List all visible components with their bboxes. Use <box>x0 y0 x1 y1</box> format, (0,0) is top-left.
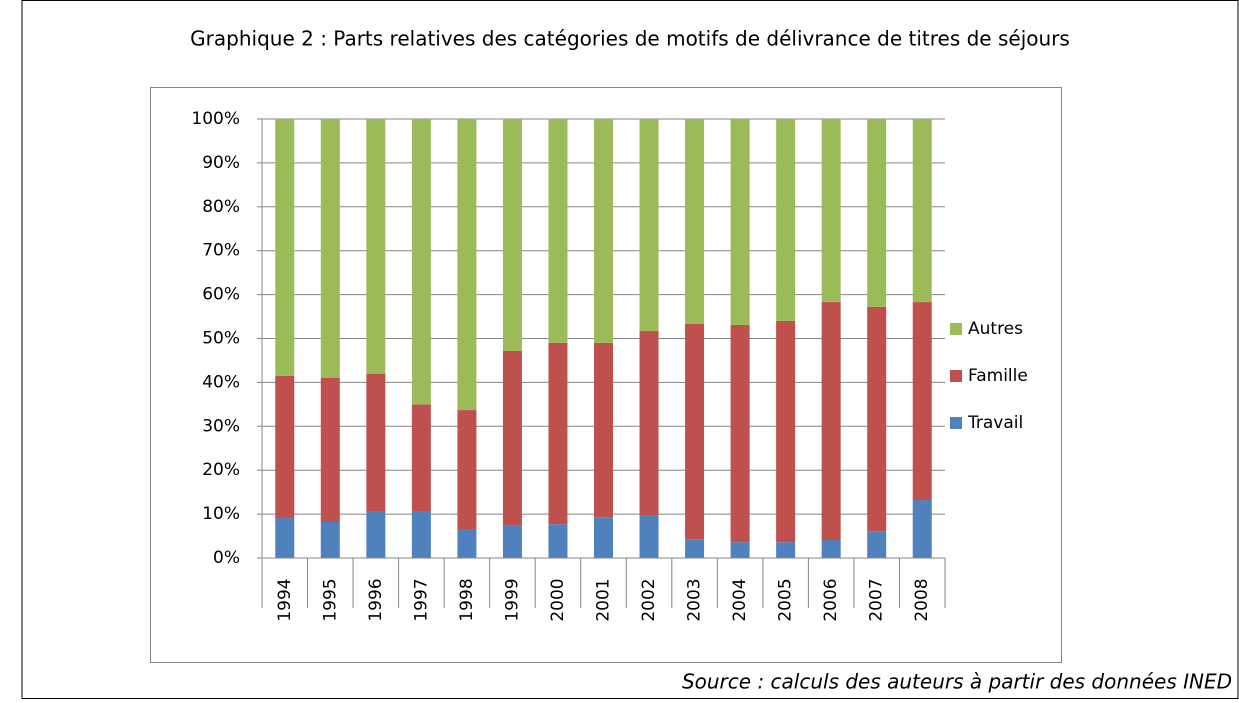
bar-segment <box>457 529 477 558</box>
x-tick-label: 1998 <box>457 578 477 621</box>
bar-segment <box>548 342 568 525</box>
bar-segment <box>457 410 477 530</box>
x-tick-label: 2007 <box>867 578 887 621</box>
x-tick-label: 2004 <box>730 578 750 621</box>
x-tick-label: 2005 <box>776 578 796 621</box>
bar-segment <box>366 511 386 558</box>
legend-label: Autres <box>968 319 1023 339</box>
bar-segment <box>366 119 386 374</box>
bar-segment <box>594 342 613 518</box>
bar-segment <box>730 119 750 325</box>
chart-title: Graphique 2 : Parts relatives des catégo… <box>190 27 1070 51</box>
bar-segment <box>639 331 659 516</box>
bar-segment <box>320 119 340 379</box>
x-tick-label: 2000 <box>548 578 568 621</box>
x-tick-label: 2001 <box>594 578 614 621</box>
bar-segment <box>639 119 659 332</box>
y-tick-label: 50% <box>202 329 240 349</box>
bar-segment <box>320 378 340 523</box>
bar-segment <box>457 119 477 411</box>
bar-segment <box>685 539 705 558</box>
bar-segment <box>867 306 887 532</box>
bar-segment <box>776 542 796 558</box>
bar-segment <box>821 119 841 303</box>
bar-segment <box>502 350 522 526</box>
bar-segment <box>548 119 568 343</box>
legend-swatch <box>950 370 962 382</box>
bar-segment <box>912 119 932 303</box>
legend-label: Famille <box>968 366 1028 386</box>
x-tick-label: 1999 <box>502 578 522 621</box>
bar-segment <box>912 302 932 501</box>
x-tick-label: 1997 <box>411 578 431 621</box>
legend-label: Travail <box>967 413 1023 433</box>
bar-segment <box>821 540 841 558</box>
bar-segment <box>776 119 796 321</box>
bar-segment <box>502 119 522 351</box>
bar-segment <box>730 542 750 558</box>
x-tick-label: 2006 <box>821 578 841 621</box>
y-tick-label: 80% <box>202 197 240 217</box>
bar-segment <box>366 373 386 512</box>
bar-segment <box>275 375 295 519</box>
bar-segment <box>685 324 705 540</box>
x-tick-label: 1995 <box>320 578 340 621</box>
y-tick-label: 100% <box>191 109 240 129</box>
y-tick-label: 30% <box>202 416 240 436</box>
x-tick-label: 2003 <box>685 578 705 621</box>
source-note: Source : calculs des auteurs à partir de… <box>682 670 1232 694</box>
y-tick-label: 0% <box>213 548 240 568</box>
y-tick-label: 70% <box>202 241 240 261</box>
bar-segment <box>411 511 431 558</box>
legend-swatch <box>950 417 962 429</box>
bar-segment <box>502 525 522 558</box>
bar-segment <box>275 518 295 558</box>
bar-segment <box>912 500 932 558</box>
bar-segment <box>730 324 750 543</box>
y-tick-label: 40% <box>202 372 240 392</box>
x-tick-label: 1994 <box>275 578 295 621</box>
bar-segment <box>320 522 340 558</box>
x-tick-label: 1996 <box>366 578 386 621</box>
x-tick-label: 2002 <box>639 578 659 621</box>
y-tick-label: 90% <box>202 153 240 173</box>
bar-segment <box>594 517 613 558</box>
bar-segment <box>685 119 705 325</box>
bar-segment <box>275 119 295 376</box>
bar-segment <box>411 404 431 512</box>
bar-segment <box>594 119 613 343</box>
y-tick-label: 60% <box>202 285 240 305</box>
y-tick-label: 10% <box>202 504 240 524</box>
x-tick-label: 2008 <box>912 578 932 621</box>
bar-segment <box>821 302 841 541</box>
bar-segment <box>639 515 659 558</box>
bar-segment <box>548 524 568 558</box>
y-tick-label: 20% <box>202 460 240 480</box>
bar-segment <box>867 531 887 558</box>
bar-segment <box>867 119 887 307</box>
bar-segment <box>411 119 431 405</box>
bar-segment <box>776 320 796 543</box>
legend-swatch <box>950 323 962 335</box>
